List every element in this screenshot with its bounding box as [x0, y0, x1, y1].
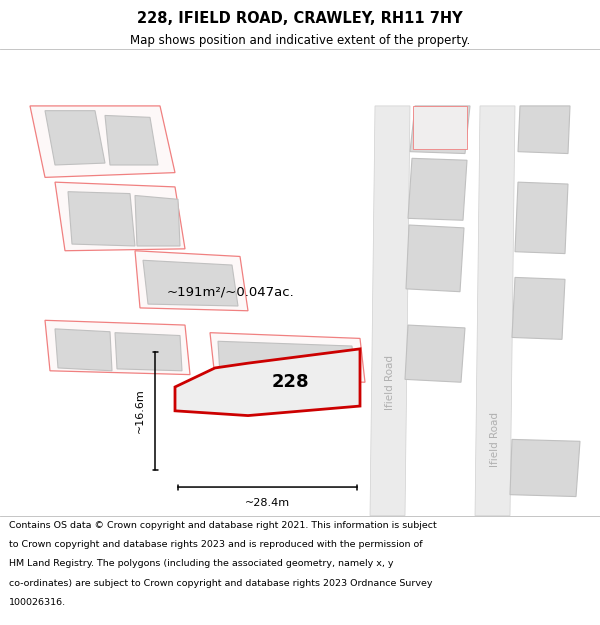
Polygon shape — [45, 111, 105, 165]
Text: 100026316.: 100026316. — [9, 598, 66, 607]
Polygon shape — [105, 116, 158, 165]
Text: Ifield Road: Ifield Road — [385, 355, 395, 410]
Polygon shape — [218, 341, 355, 378]
Text: 228, IFIELD ROAD, CRAWLEY, RH11 7HY: 228, IFIELD ROAD, CRAWLEY, RH11 7HY — [137, 11, 463, 26]
Polygon shape — [475, 106, 515, 516]
Polygon shape — [410, 106, 470, 154]
Text: co-ordinates) are subject to Crown copyright and database rights 2023 Ordnance S: co-ordinates) are subject to Crown copyr… — [9, 579, 433, 587]
Text: 228: 228 — [271, 373, 309, 391]
Polygon shape — [135, 196, 180, 246]
Polygon shape — [55, 329, 112, 371]
Polygon shape — [135, 251, 248, 311]
Polygon shape — [370, 106, 410, 516]
Text: Map shows position and indicative extent of the property.: Map shows position and indicative extent… — [130, 34, 470, 47]
Polygon shape — [408, 158, 467, 220]
Text: Contains OS data © Crown copyright and database right 2021. This information is : Contains OS data © Crown copyright and d… — [9, 521, 437, 530]
Polygon shape — [55, 182, 185, 251]
Polygon shape — [210, 332, 365, 382]
Polygon shape — [30, 106, 175, 177]
Polygon shape — [45, 320, 190, 374]
Text: ~28.4m: ~28.4m — [245, 499, 290, 509]
Polygon shape — [512, 278, 565, 339]
Polygon shape — [175, 349, 360, 416]
Polygon shape — [68, 192, 135, 246]
Polygon shape — [406, 225, 464, 292]
Polygon shape — [143, 260, 238, 306]
Text: ~16.6m: ~16.6m — [135, 389, 145, 433]
Polygon shape — [510, 439, 580, 497]
Text: HM Land Registry. The polygons (including the associated geometry, namely x, y: HM Land Registry. The polygons (includin… — [9, 559, 394, 568]
Text: Ifield Road: Ifield Road — [490, 412, 500, 467]
Polygon shape — [518, 106, 570, 154]
Polygon shape — [405, 325, 465, 382]
Text: ~191m²/~0.047ac.: ~191m²/~0.047ac. — [166, 285, 294, 298]
Text: to Crown copyright and database rights 2023 and is reproduced with the permissio: to Crown copyright and database rights 2… — [9, 540, 422, 549]
Polygon shape — [115, 332, 182, 371]
Polygon shape — [413, 106, 467, 149]
Polygon shape — [515, 182, 568, 254]
